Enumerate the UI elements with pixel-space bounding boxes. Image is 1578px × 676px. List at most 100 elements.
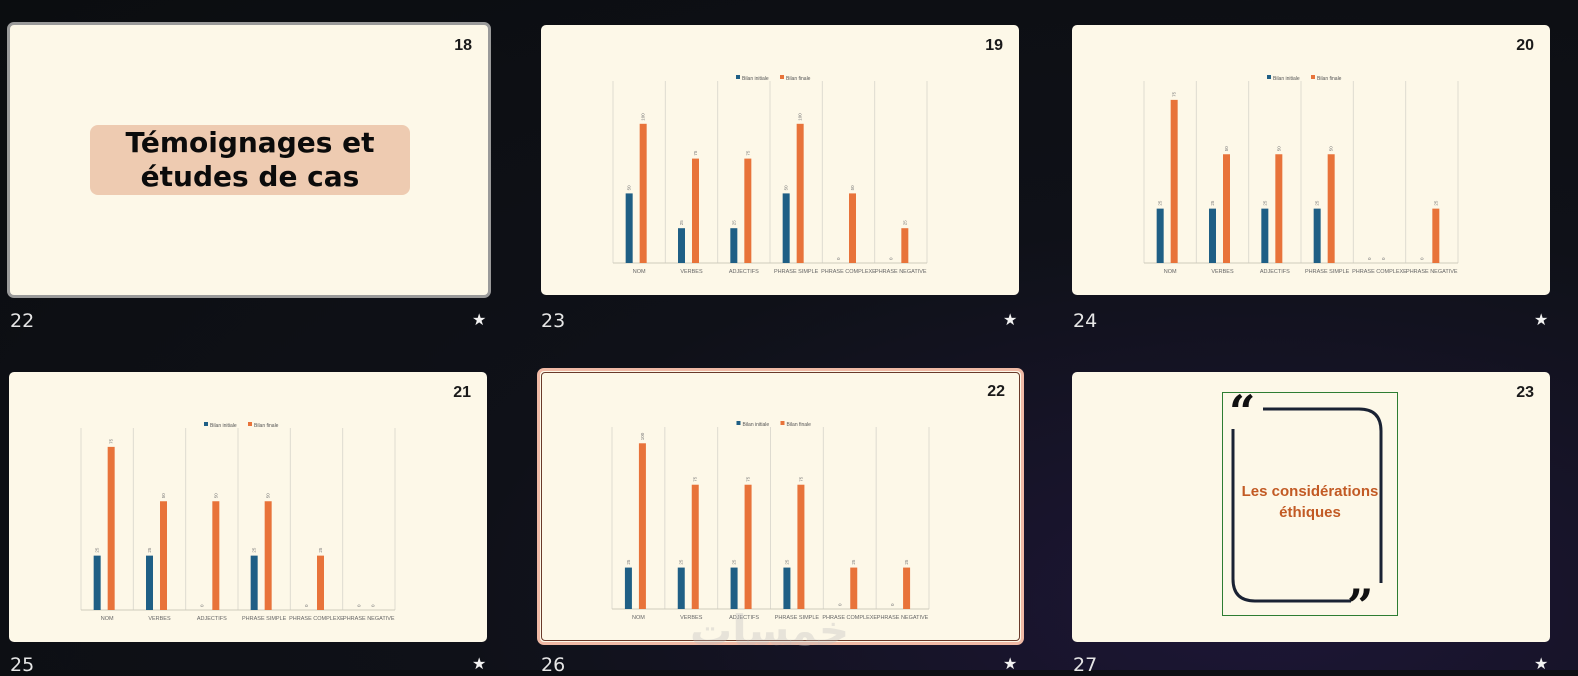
bar [678,228,685,263]
bar [624,567,632,609]
data-label: 25 [679,559,684,565]
legend-label-final: Bilan finale [786,76,811,82]
star-icon[interactable]: ★ [472,310,487,329]
bar [783,567,791,609]
slide-thumbnail-23[interactable]: 19 Bilan initiale Bilan finale 50 100 NOM 25 7… [541,25,1019,295]
data-label: 0 [836,257,841,260]
data-label: 75 [798,476,803,482]
open-quote-icon: “ [1229,385,1256,439]
legend-label-initial: Bilan initiale [742,76,769,82]
legend-swatch-final [1311,75,1315,79]
legend-swatch-initial [736,75,740,79]
slide-number: 23 [1516,384,1534,401]
star-icon[interactable]: ★ [472,654,487,673]
category-label: PHRASE COMPLEXE [1352,269,1407,275]
rounded-frame-icon [1231,407,1383,603]
data-label: 0 [888,257,893,260]
bar [730,567,738,609]
slide-thumbnail-24[interactable]: 20 Bilan initiale Bilan finale 25 75 NOM 25 50… [1072,25,1550,295]
data-label: 25 [318,547,323,553]
slide-thumbnail-22[interactable]: 18 Témoignages et études de cas [7,22,491,298]
data-label: 0 [199,604,204,607]
star-icon[interactable]: ★ [1003,654,1018,673]
bar [744,484,752,609]
data-label: 50 [161,493,166,499]
category-label: PHRASE NEGATIVE [875,269,927,275]
slide-number: 20 [1516,37,1534,54]
bar [797,484,805,609]
bar [691,484,699,609]
bar [146,555,153,610]
bar [850,567,858,609]
legend-swatch-final [780,421,785,425]
bar [1275,154,1283,263]
data-label: 25 [732,559,737,565]
bar [849,193,856,263]
category-label: VERBES [680,615,703,621]
bar [796,123,804,263]
star-icon[interactable]: ★ [1534,310,1549,329]
data-label: 25 [1262,200,1267,206]
slide-title: Les considérations éthiques [1241,483,1379,521]
category-label: PHRASE SIMPLE [775,615,820,621]
slide-index: 23 [541,310,566,332]
quote-frame: “ ” Les considérations éthiques [1222,385,1398,633]
bar [782,193,790,263]
data-label: 25 [679,220,684,226]
slide-number: 22 [987,383,1005,400]
category-label: ADJECTIFS [729,615,759,621]
data-label: 0 [356,604,361,607]
category-label: PHRASE NEGATIVE [343,616,395,622]
slide-index: 27 [1073,654,1098,676]
category-label: PHRASE NEGATIVE [1406,269,1458,275]
bar [744,158,752,263]
data-label: 25 [95,547,100,553]
data-label: 25 [784,559,789,565]
slide-number: 18 [454,37,472,54]
category-label: PHRASE SIMPLE [774,269,819,275]
data-label: 25 [904,559,909,565]
legend-label-final: Bilan finale [254,423,279,429]
star-icon[interactable]: ★ [1003,310,1018,329]
star-icon[interactable]: ★ [1534,654,1549,673]
data-label: 25 [147,547,152,553]
category-label: VERBES [680,269,703,275]
bar [107,446,115,610]
bar [639,123,647,263]
bar [1223,154,1230,263]
data-label: 100 [640,432,645,440]
data-label: 75 [109,438,114,444]
slide-thumbnail-26[interactable]: 22 Bilan initiale Bilan finale 25 100 NOM 25 7… [537,368,1024,645]
bar [212,501,220,610]
data-label: 75 [746,476,751,482]
bar [638,443,646,609]
data-label: 100 [798,113,803,121]
legend-swatch-final [248,422,252,426]
bar [264,501,272,610]
data-label: 50 [1224,146,1229,152]
legend-swatch-initial [204,422,208,426]
bar [1170,99,1178,263]
data-label: 0 [304,604,309,607]
legend-label-initial: Bilan initiale [1273,76,1300,82]
legend-label-final: Bilan finale [787,422,812,428]
bar [1327,154,1335,263]
legend-label-initial: Bilan initiale [210,423,237,429]
category-label: PHRASE COMPLEXE [821,269,876,275]
legend-label-final: Bilan finale [1317,76,1342,82]
bar [93,555,101,610]
slide-thumbnail-25[interactable]: 21 Bilan initiale Bilan finale 25 75 NOM 25 50… [9,372,487,642]
bar-chart: Bilan initiale Bilan finale 50 100 NOM 25 75 VE… [612,75,928,275]
legend-swatch-final [780,75,784,79]
category-label: PHRASE COMPLEXE [822,615,877,621]
category-label: VERBES [1211,269,1234,275]
bar [692,158,699,263]
slide-index: 22 [10,310,35,332]
data-label: 50 [784,185,789,191]
category-label: ADJECTIFS [1260,269,1290,275]
bar [677,567,685,609]
slide-thumbnail-27[interactable]: 23 “ ” Les considérations éthiques [1072,372,1550,642]
bar [1209,208,1216,263]
data-label: 25 [626,559,631,565]
category-label: PHRASE COMPLEXE [289,616,344,622]
